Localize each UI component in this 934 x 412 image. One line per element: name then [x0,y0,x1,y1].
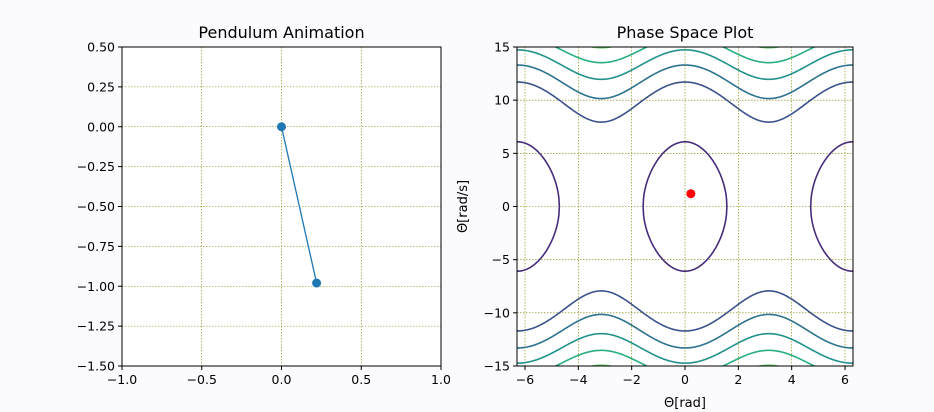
phase-contours [517,47,853,366]
pendulum-axes: −1.0 −0.5 0.0 0.5 1.0 0.50 0.25 0.00 −0.25 −0.50 −… [77,23,451,387]
y-tick-label: −10 [484,305,510,320]
contour-line [517,81,853,123]
phase-state-marker [686,189,696,199]
phase-ylabel: Θ̇[rad/s] [456,180,471,233]
y-tick-label: −5 [492,252,510,267]
x-tick-label: −0.5 [187,372,217,387]
y-tick-label: −0.25 [77,159,115,174]
phase-ticks: −6 −4 −2 0 2 4 6 15 10 5 0 −5 −10 −15 [484,40,849,388]
x-tick-label: 6 [841,372,849,387]
y-tick-label: −1.50 [77,359,115,374]
contour-line [517,313,853,349]
contour-line [517,141,561,272]
pendulum-pivot [277,122,286,132]
pendulum-title: Pendulum Animation [198,23,364,42]
phase-xlabel: Θ[rad] [664,396,706,411]
y-tick-label: 10 [494,93,510,108]
x-tick-label: −4 [569,372,587,387]
y-tick-label: −0.75 [77,239,115,254]
contour-line [642,141,728,272]
y-tick-label: −1.25 [77,319,115,334]
contour-line [553,47,817,64]
y-tick-label: 5 [502,146,510,161]
x-tick-label: 0 [681,372,689,387]
pendulum-ticks: −1.0 −0.5 0.0 0.5 1.0 0.50 0.25 0.00 −0.25 −0.50 −… [77,40,451,388]
x-tick-label: 1.0 [431,372,451,387]
contour-line [517,49,853,81]
x-tick-label: 4 [788,372,796,387]
contour-line [517,64,853,100]
y-tick-label: 0.50 [87,40,115,55]
y-tick-label: 0 [502,199,510,214]
y-tick-label: −1.00 [77,279,115,294]
y-tick-label: 15 [494,40,510,55]
pendulum-bob [312,278,322,288]
x-tick-label: 2 [734,372,742,387]
phase-title: Phase Space Plot [617,23,754,42]
x-tick-label: −1.0 [107,372,137,387]
pendulum-rod [280,126,318,284]
contour-line [809,141,853,272]
contour-line [517,332,853,364]
y-tick-label: 0.00 [87,119,115,134]
contour-line [553,349,817,366]
y-tick-label: 0.25 [87,79,115,94]
x-tick-label: 0.5 [351,372,371,387]
contour-line [517,290,853,332]
x-tick-label: 0.0 [272,372,292,387]
y-tick-label: −0.50 [77,199,115,214]
y-tick-label: −15 [484,359,510,374]
x-tick-label: −6 [516,372,534,387]
phase-axes: −6 −4 −2 0 2 4 6 15 10 5 0 −5 −10 −15 Phase Space Plo… [456,23,854,411]
x-tick-label: −2 [622,372,640,387]
